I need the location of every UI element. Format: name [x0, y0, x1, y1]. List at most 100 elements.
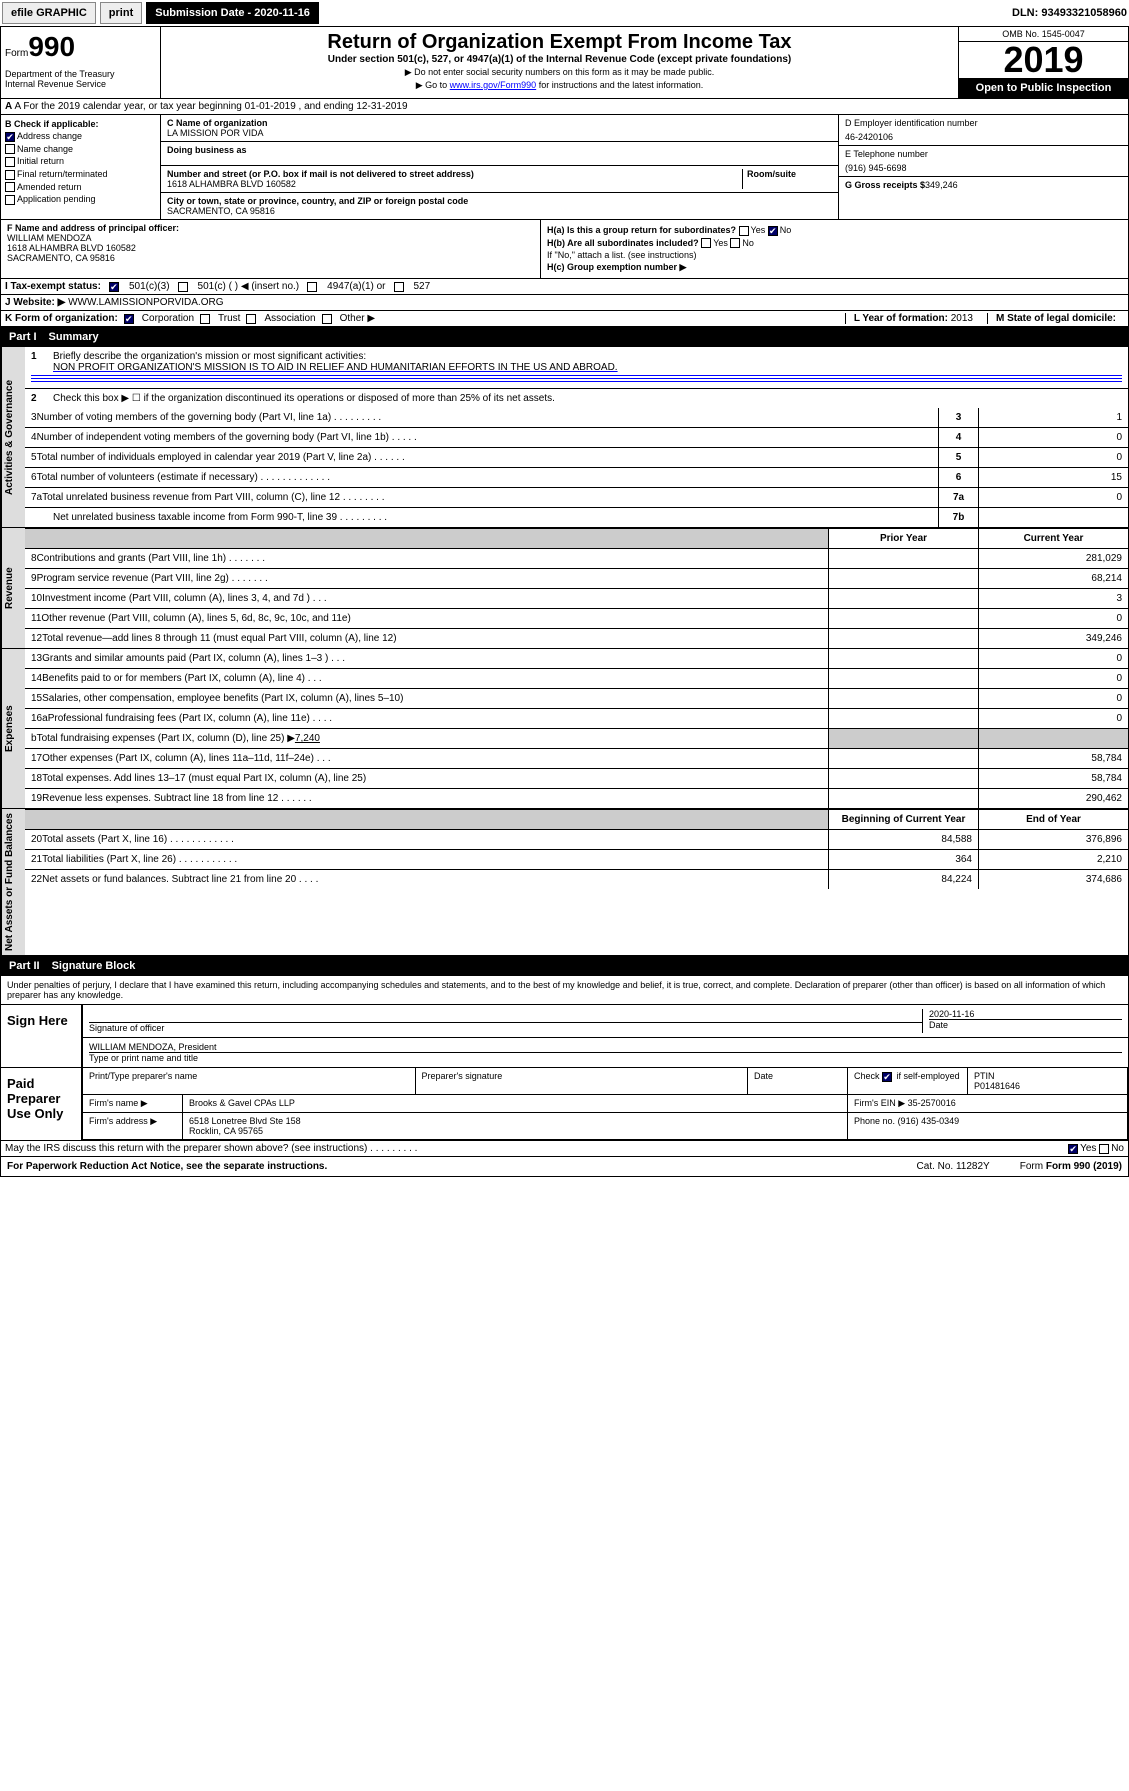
- val14: 0: [978, 669, 1128, 688]
- officer-addr2: SACRAMENTO, CA 95816: [7, 253, 115, 263]
- gross-label: G Gross receipts $: [845, 180, 925, 190]
- val16a: 0: [978, 709, 1128, 728]
- end-year-hdr: End of Year: [978, 810, 1128, 829]
- chk-address[interactable]: ✔: [5, 132, 15, 142]
- val10: 3: [978, 589, 1128, 608]
- ssn-note: ▶ Do not enter social security numbers o…: [165, 67, 954, 78]
- chk-501c[interactable]: [178, 282, 188, 292]
- chk-assoc[interactable]: [246, 314, 256, 324]
- line3: Number of voting members of the governin…: [37, 412, 382, 423]
- ptin-label: PTIN: [974, 1071, 995, 1081]
- chk-initial[interactable]: [5, 157, 15, 167]
- ein-label: D Employer identification number: [845, 118, 1122, 128]
- org-city: SACRAMENTO, CA 95816: [167, 206, 832, 216]
- gross-receipts: 349,246: [925, 180, 958, 190]
- discuss-no[interactable]: [1099, 1144, 1109, 1154]
- row-k-label: K Form of organization:: [5, 313, 118, 324]
- dln: DLN: 93493321058960: [1012, 7, 1127, 19]
- paid-preparer-label: Paid Preparer Use Only: [1, 1068, 81, 1140]
- year-formation: 2013: [951, 313, 973, 324]
- part1-title: Summary: [49, 331, 99, 343]
- chk-self-employed[interactable]: ✔: [882, 1072, 892, 1082]
- chk-4947[interactable]: [307, 282, 317, 292]
- line11: Other revenue (Part VIII, column (A), li…: [41, 613, 350, 624]
- line17: Other expenses (Part IX, column (A), lin…: [42, 753, 330, 764]
- line16a: Professional fundraising fees (Part IX, …: [48, 713, 332, 724]
- line6: Total number of volunteers (estimate if …: [37, 472, 330, 483]
- sign-date-label: Date: [929, 1020, 1122, 1030]
- form-footer: Form Form 990 (2019): [1020, 1161, 1122, 1172]
- beg20: 84,588: [828, 830, 978, 849]
- officer-label: F Name and address of principal officer:: [7, 223, 179, 233]
- line15: Salaries, other compensation, employee b…: [42, 693, 403, 704]
- chk-app-pending[interactable]: [5, 195, 15, 205]
- line22: Net assets or fund balances. Subtract li…: [42, 874, 318, 885]
- chk-corp[interactable]: ✔: [124, 314, 134, 324]
- tax-year: 2019: [959, 42, 1128, 78]
- chk-501c3[interactable]: ✔: [109, 282, 119, 292]
- line13: Grants and similar amounts paid (Part IX…: [42, 653, 345, 664]
- val12: 349,246: [978, 629, 1128, 648]
- officer-printed-name: WILLIAM MENDOZA, President: [89, 1042, 1122, 1053]
- chk-527[interactable]: [394, 282, 404, 292]
- line4: Number of independent voting members of …: [37, 432, 417, 443]
- val19: 290,462: [978, 789, 1128, 808]
- beg-year-hdr: Beginning of Current Year: [828, 810, 978, 829]
- tel-label: E Telephone number: [845, 149, 1122, 159]
- submission-date: Submission Date - 2020-11-16: [146, 2, 319, 24]
- chk-trust[interactable]: [200, 314, 210, 324]
- efile-button[interactable]: efile GRAPHIC: [2, 2, 96, 24]
- website: WWW.LAMISSIONPORVIDA.ORG: [68, 297, 223, 308]
- cat-no: Cat. No. 11282Y: [917, 1161, 990, 1172]
- current-year-hdr: Current Year: [978, 529, 1128, 548]
- val17: 58,784: [978, 749, 1128, 768]
- beg22: 84,224: [828, 870, 978, 889]
- chk-amended[interactable]: [5, 182, 15, 192]
- firm-ein-label: Firm's EIN ▶: [854, 1098, 905, 1108]
- chk-name[interactable]: [5, 144, 15, 154]
- ha-no[interactable]: ✔: [768, 226, 778, 236]
- irs-link[interactable]: www.irs.gov/Form990: [450, 80, 537, 90]
- perjury-text: Under penalties of perjury, I declare th…: [1, 976, 1128, 1005]
- firm-name: Brooks & Gavel CPAs LLP: [183, 1095, 848, 1113]
- vert-expenses: Expenses: [1, 649, 25, 808]
- firm-phone: (916) 435-0349: [898, 1116, 960, 1126]
- line7a: Total unrelated business revenue from Pa…: [42, 492, 384, 503]
- hc-label: H(c) Group exemption number ▶: [547, 262, 686, 272]
- val16b: 7,240: [295, 733, 320, 744]
- ha-label: H(a) Is this a group return for subordin…: [547, 225, 736, 235]
- discuss-yes[interactable]: ✔: [1068, 1144, 1078, 1154]
- print-button[interactable]: print: [100, 2, 142, 24]
- val6: 15: [978, 468, 1128, 487]
- chk-other[interactable]: [322, 314, 332, 324]
- org-name: LA MISSION POR VIDA: [167, 128, 832, 138]
- part2-title: Signature Block: [52, 960, 136, 972]
- addr-label: Number and street (or P.O. box if mail i…: [167, 169, 742, 179]
- sign-here-label: Sign Here: [1, 1005, 81, 1067]
- chk-final[interactable]: [5, 170, 15, 180]
- firm-addr-label: Firm's address ▶: [83, 1113, 183, 1140]
- city-label: City or town, state or province, country…: [167, 196, 832, 206]
- hb-yes[interactable]: [701, 238, 711, 248]
- prep-name-hdr: Print/Type preparer's name: [83, 1068, 416, 1095]
- mission-text: NON PROFIT ORGANIZATION'S MISSION IS TO …: [53, 362, 618, 373]
- prior-year-hdr: Prior Year: [828, 529, 978, 548]
- hb-no[interactable]: [730, 238, 740, 248]
- ein: 46-2420106: [845, 132, 1122, 142]
- val5: 0: [978, 448, 1128, 467]
- firm-addr1: 6518 Lonetree Blvd Ste 158: [189, 1116, 301, 1126]
- goto-post: for instructions and the latest informat…: [536, 80, 703, 90]
- prep-date-hdr: Date: [748, 1068, 848, 1095]
- ha-yes[interactable]: [739, 226, 749, 236]
- line21: Total liabilities (Part X, line 26) . . …: [42, 854, 237, 865]
- val8: 281,029: [978, 549, 1128, 568]
- form-number: 990: [28, 31, 75, 62]
- line2: Check this box ▶ ☐ if the organization d…: [53, 393, 555, 404]
- part1-num: Part I: [9, 331, 37, 343]
- form-prefix: Form: [5, 48, 28, 59]
- prep-sig-hdr: Preparer's signature: [416, 1068, 749, 1095]
- form-title: Return of Organization Exempt From Incom…: [165, 31, 954, 54]
- line18: Total expenses. Add lines 13–17 (must eq…: [42, 773, 366, 784]
- dba-label: Doing business as: [167, 145, 832, 155]
- line10: Investment income (Part VIII, column (A)…: [42, 593, 327, 604]
